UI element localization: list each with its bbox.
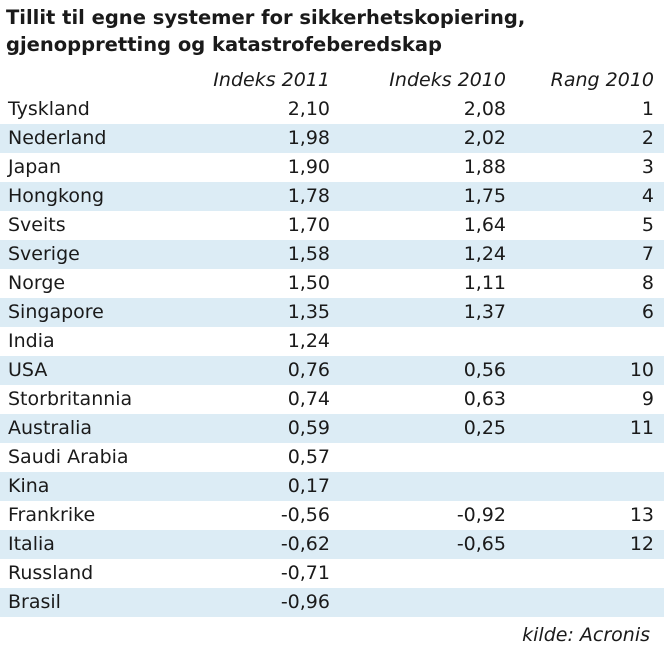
- cell-indeks-2011: 0,74: [287, 388, 330, 410]
- cell-country: Russland: [8, 562, 94, 584]
- cell-indeks-2011: 1,58: [287, 243, 330, 265]
- cell-rang-2010: 5: [641, 214, 654, 236]
- cell-country: Sveits: [8, 214, 66, 236]
- cell-indeks-2011: 0,17: [287, 475, 330, 497]
- cell-rang-2010: 2: [641, 127, 654, 149]
- cell-indeks-2010: 1,11: [463, 272, 506, 294]
- cell-country: Singapore: [8, 301, 104, 323]
- cell-indeks-2011: -0,96: [280, 591, 330, 613]
- cell-country: Storbritannia: [8, 388, 133, 410]
- source-note: kilde: Acronis: [522, 624, 650, 646]
- cell-country: Australia: [8, 417, 93, 439]
- table-row: Sverige 1,58 1,24 7: [0, 240, 664, 269]
- table-row: Kina 0,17: [0, 472, 664, 501]
- cell-indeks-2011: 0,59: [287, 417, 330, 439]
- table-row: Australia 0,59 0,25 11: [0, 414, 664, 443]
- table-row: Saudi Arabia 0,57: [0, 443, 664, 472]
- cell-indeks-2011: -0,56: [280, 504, 330, 526]
- cell-indeks-2011: 0,76: [287, 359, 330, 381]
- table-row: Italia -0,62 -0,65 12: [0, 530, 664, 559]
- cell-rang-2010: 8: [641, 272, 654, 294]
- column-header-rang-2010: Rang 2010: [550, 69, 654, 91]
- cell-indeks-2011: 1,35: [287, 301, 330, 323]
- cell-indeks-2011: 1,90: [287, 156, 330, 178]
- cell-country: Frankrike: [8, 504, 96, 526]
- cell-country: Brasil: [8, 591, 61, 613]
- cell-indeks-2010: 1,75: [463, 185, 506, 207]
- cell-indeks-2010: 0,25: [463, 417, 506, 439]
- cell-indeks-2010: 2,02: [463, 127, 506, 149]
- cell-rang-2010: 13: [629, 504, 654, 526]
- table-row: Singapore 1,35 1,37 6: [0, 298, 664, 327]
- cell-rang-2010: 6: [641, 301, 654, 323]
- cell-indeks-2010: 0,63: [463, 388, 506, 410]
- cell-indeks-2010: 1,64: [463, 214, 506, 236]
- table-row: Japan 1,90 1,88 3: [0, 153, 664, 182]
- cell-country: Norge: [8, 272, 66, 294]
- cell-indeks-2011: 1,78: [287, 185, 330, 207]
- cell-indeks-2011: 1,98: [287, 127, 330, 149]
- column-header-indeks-2010: Indeks 2010: [389, 69, 506, 91]
- table-row: Tyskland 2,10 2,08 1: [0, 95, 664, 124]
- chart-title-line-1: Tillit til egne systemer for sikkerhetsk…: [6, 6, 526, 29]
- table-row: India 1,24: [0, 327, 664, 356]
- cell-rang-2010: 9: [641, 388, 654, 410]
- cell-indeks-2011: 1,70: [287, 214, 330, 236]
- table-row: Russland -0,71: [0, 559, 664, 588]
- table-row: Norge 1,50 1,11 8: [0, 269, 664, 298]
- chart-title-line-2: gjenoppretting og katastrofeberedskap: [6, 33, 442, 56]
- cell-country: Tyskland: [8, 98, 90, 120]
- cell-country: Sverige: [8, 243, 80, 265]
- cell-indeks-2011: 1,24: [287, 330, 330, 352]
- cell-indeks-2011: 1,50: [287, 272, 330, 294]
- table-row: Hongkong 1,78 1,75 4: [0, 182, 664, 211]
- table-header-row: Indeks 2011 Indeks 2010 Rang 2010: [0, 66, 664, 95]
- cell-country: Japan: [8, 156, 61, 178]
- cell-rang-2010: 3: [641, 156, 654, 178]
- cell-rang-2010: 1: [641, 98, 654, 120]
- cell-country: USA: [8, 359, 48, 381]
- table-row: Storbritannia 0,74 0,63 9: [0, 385, 664, 414]
- cell-rang-2010: 10: [629, 359, 654, 381]
- cell-indeks-2010: 0,56: [463, 359, 506, 381]
- table-row: Brasil -0,96: [0, 588, 664, 617]
- table-row: USA 0,76 0,56 10: [0, 356, 664, 385]
- cell-country: India: [8, 330, 55, 352]
- cell-indeks-2010: 1,37: [463, 301, 506, 323]
- cell-indeks-2011: -0,71: [280, 562, 330, 584]
- cell-country: Italia: [8, 533, 55, 555]
- table-row: Nederland 1,98 2,02 2: [0, 124, 664, 153]
- chart-title: Tillit til egne systemer for sikkerhetsk…: [6, 4, 656, 58]
- cell-country: Saudi Arabia: [8, 446, 129, 468]
- data-table: Indeks 2011 Indeks 2010 Rang 2010 Tyskla…: [0, 66, 664, 617]
- column-header-indeks-2011: Indeks 2011: [213, 69, 330, 91]
- cell-country: Hongkong: [8, 185, 105, 207]
- cell-country: Nederland: [8, 127, 107, 149]
- cell-indeks-2010: -0,65: [456, 533, 506, 555]
- cell-indeks-2011: 0,57: [287, 446, 330, 468]
- cell-indeks-2010: 1,24: [463, 243, 506, 265]
- cell-indeks-2010: 1,88: [463, 156, 506, 178]
- table-row: Sveits 1,70 1,64 5: [0, 211, 664, 240]
- cell-country: Kina: [8, 475, 50, 497]
- cell-rang-2010: 4: [641, 185, 654, 207]
- cell-indeks-2010: 2,08: [463, 98, 506, 120]
- cell-rang-2010: 11: [629, 417, 654, 439]
- cell-rang-2010: 7: [641, 243, 654, 265]
- cell-indeks-2011: 2,10: [287, 98, 330, 120]
- cell-rang-2010: 12: [629, 533, 654, 555]
- cell-indeks-2010: -0,92: [456, 504, 506, 526]
- cell-indeks-2011: -0,62: [280, 533, 330, 555]
- table-row: Frankrike -0,56 -0,92 13: [0, 501, 664, 530]
